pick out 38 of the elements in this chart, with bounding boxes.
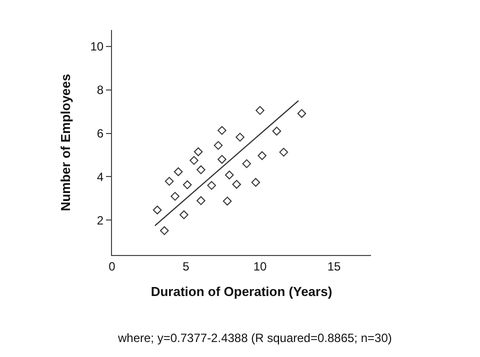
y-tick-label: 4 — [96, 170, 104, 184]
point — [279, 148, 288, 157]
x-axis-title: Duration of Operation (Years) — [150, 284, 332, 299]
point — [256, 106, 264, 115]
y-axis-title: Number of Employees — [58, 74, 74, 212]
point — [182, 180, 192, 190]
point — [242, 159, 252, 168]
point — [214, 141, 223, 150]
text: where; y=0.7377-2.4388 (R squared=0.8865; n=30) — [117, 331, 392, 345]
x-tick-label: 10 — [253, 259, 267, 274]
point — [196, 196, 206, 206]
y-tick-label: 8 — [96, 82, 104, 97]
point — [218, 154, 226, 164]
point — [170, 192, 180, 201]
point — [174, 167, 183, 176]
point — [160, 226, 169, 236]
y-tick-label: 6 — [96, 126, 104, 140]
x-tick-label: 0 — [108, 259, 116, 274]
point — [236, 132, 244, 142]
y-tick-label: 10 — [90, 40, 104, 54]
point — [224, 170, 234, 180]
point — [258, 151, 266, 160]
point — [194, 147, 203, 156]
point — [164, 176, 174, 186]
point — [297, 109, 306, 118]
point — [222, 196, 232, 206]
point — [152, 206, 162, 214]
point — [251, 178, 260, 187]
x-tick-label: 5 — [182, 259, 190, 274]
point — [180, 210, 188, 220]
point — [190, 156, 198, 165]
point — [272, 126, 282, 136]
point — [232, 180, 242, 189]
y-tick-label: 2 — [96, 213, 104, 228]
x-tick-label: 15 — [327, 259, 341, 274]
point — [218, 126, 226, 135]
point — [196, 165, 206, 174]
point — [207, 181, 216, 190]
